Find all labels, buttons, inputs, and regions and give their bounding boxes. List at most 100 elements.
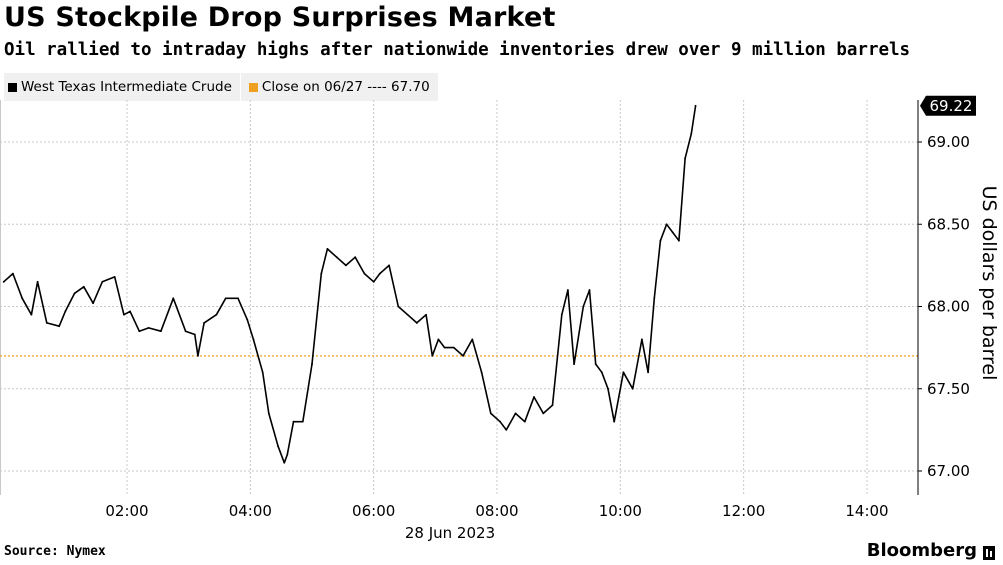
legend-label-close: Close on 06/27 ---- 67.70 xyxy=(261,79,430,95)
y-tick-label: 67.50 xyxy=(927,380,970,398)
data-point xyxy=(335,256,338,259)
data-point xyxy=(277,445,279,448)
legend-label-wti: West Texas Intermediate Crude xyxy=(21,79,232,95)
y-tick-label: 69.00 xyxy=(927,133,970,151)
bloomberg-mark-icon xyxy=(983,544,995,560)
data-point xyxy=(36,280,39,283)
legend-swatch-wti xyxy=(8,82,17,92)
axis-layer: 67.00 67.50 68.00 68.50 69.00 02:00 04:00 06:00… xyxy=(105,95,1000,542)
data-point xyxy=(671,231,674,234)
data-point xyxy=(184,330,187,333)
data-point xyxy=(363,272,366,275)
data-point xyxy=(252,338,255,341)
data-point xyxy=(301,420,304,423)
x-tick-label: 04:00 xyxy=(229,502,272,520)
data-point xyxy=(431,354,434,357)
data-point xyxy=(246,318,249,321)
data-point xyxy=(378,272,381,275)
data-point xyxy=(58,325,61,328)
data-point xyxy=(311,363,313,365)
series-line-wti xyxy=(3,105,697,464)
data-point xyxy=(573,363,575,365)
data-point xyxy=(45,322,48,324)
data-point xyxy=(320,272,323,275)
data-point xyxy=(193,333,196,336)
data-point xyxy=(594,363,597,365)
data-point xyxy=(21,297,24,300)
data-point xyxy=(684,157,686,160)
data-point xyxy=(533,396,535,398)
x-tick-label: 14:00 xyxy=(845,502,888,520)
data-point xyxy=(588,289,591,291)
data-point xyxy=(647,371,649,374)
data-point xyxy=(12,272,14,275)
data-point xyxy=(292,420,295,423)
y-tick-label: 68.50 xyxy=(927,215,970,233)
data-point xyxy=(665,223,668,226)
data-point xyxy=(172,297,175,300)
y-axis-title: US dollars per barrel xyxy=(978,186,1000,381)
data-point xyxy=(690,132,693,135)
chart-subtitle: Oil rallied to intraday highs after nati… xyxy=(4,40,911,60)
data-point xyxy=(443,346,446,349)
data-point xyxy=(286,453,289,456)
data-point xyxy=(659,239,662,242)
data-point xyxy=(542,412,545,415)
y-tick-label: 67.00 xyxy=(927,462,970,480)
data-point xyxy=(138,330,141,333)
data-point xyxy=(224,297,227,300)
data-point xyxy=(92,302,94,305)
data-point xyxy=(123,313,125,316)
y-tick-label: 68.00 xyxy=(927,298,970,316)
legend-item-close: Close on 06/27 ---- 67.70 xyxy=(239,73,438,101)
x-tick-label: 06:00 xyxy=(352,502,395,520)
data-point xyxy=(678,239,680,242)
data-point xyxy=(425,313,427,316)
data-point xyxy=(388,264,390,267)
data-point xyxy=(480,371,483,374)
x-tick-label: 02:00 xyxy=(105,502,148,520)
grid-layer xyxy=(0,100,918,495)
brand-name: Bloomberg xyxy=(866,540,977,561)
data-point xyxy=(600,371,603,374)
data-point xyxy=(607,387,609,390)
chart-title: US Stockpile Drop Surprises Market xyxy=(4,2,556,33)
data-point xyxy=(582,305,585,308)
data-point xyxy=(147,326,150,329)
data-point xyxy=(73,292,76,295)
data-point xyxy=(197,354,199,357)
x-tick-label: 10:00 xyxy=(599,502,642,520)
data-point xyxy=(694,104,697,107)
data-point xyxy=(283,461,286,464)
bloomberg-logo: Bloomberg xyxy=(867,540,995,561)
data-point xyxy=(406,313,409,316)
data-point xyxy=(622,371,625,374)
data-point xyxy=(560,313,563,316)
data-point xyxy=(415,322,418,324)
data-point xyxy=(354,256,357,259)
data-point xyxy=(437,338,440,341)
last-value-badge xyxy=(920,95,976,116)
data-point xyxy=(101,280,104,283)
data-point xyxy=(326,248,329,250)
legend-swatch-close xyxy=(248,82,258,92)
data-point xyxy=(82,285,85,288)
data-point xyxy=(462,354,464,357)
data-point xyxy=(237,297,239,300)
data-point xyxy=(505,428,508,431)
chart-legend: West Texas Intermediate Crude Close on 0… xyxy=(4,73,438,101)
series-layer xyxy=(2,104,697,464)
data-point xyxy=(215,313,218,316)
data-point xyxy=(203,322,205,324)
data-point xyxy=(2,280,5,283)
data-point xyxy=(267,412,270,415)
data-point xyxy=(160,330,162,333)
data-point xyxy=(372,280,375,283)
data-point xyxy=(345,264,347,267)
data-point xyxy=(113,275,116,278)
data-point xyxy=(30,313,33,316)
source-note: Source: Nymex xyxy=(4,544,106,559)
data-point xyxy=(397,305,400,308)
x-tick-label: 08:00 xyxy=(475,502,518,520)
